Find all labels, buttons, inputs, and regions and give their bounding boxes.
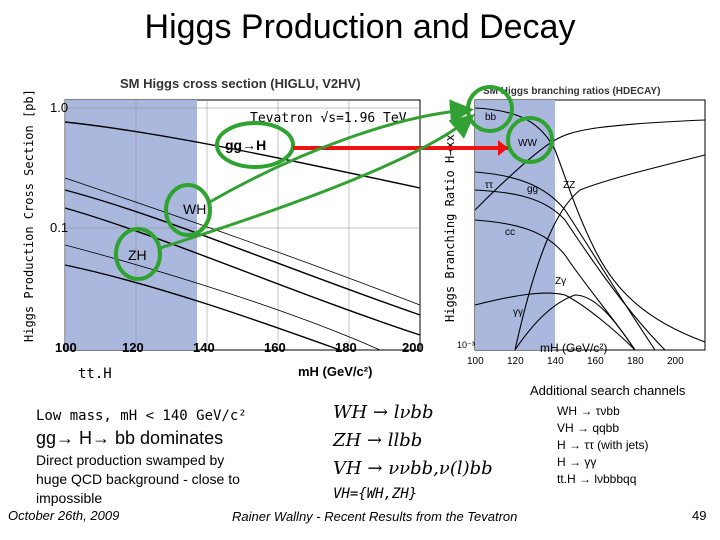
additional-4: H → γγ	[557, 455, 597, 469]
wh-curve	[64, 189, 421, 316]
xtick-180: 180	[335, 340, 357, 355]
circle-ww	[506, 116, 554, 164]
circle-wh	[164, 183, 212, 237]
cross-section-title: SM Higgs cross section (HIGLU, V2HV)	[120, 76, 361, 91]
channel-vh: VH → ννbb,ν(l)bb	[333, 458, 493, 479]
br-label-cc: cc	[505, 227, 515, 238]
circle-gg	[215, 121, 295, 169]
xtick-140: 140	[193, 340, 215, 355]
br-label-gg: gg	[527, 184, 538, 195]
br-label-tautau: ττ	[485, 180, 493, 191]
xtick-200: 200	[402, 340, 424, 355]
ytick-0.1: 0.1	[50, 220, 68, 235]
br-label-ww: WW	[518, 138, 537, 149]
zh-curve	[64, 207, 421, 336]
dominates-line: gg→ H→ bb dominates	[36, 428, 224, 448]
br-label-zgamma: Zγ	[555, 276, 566, 287]
green-arrow-zh	[159, 114, 475, 250]
br-label-bb: bb	[485, 112, 497, 123]
xtick-100: 100	[55, 340, 77, 355]
swamped-line-2: huge QCD background - close to	[36, 471, 240, 487]
swamped-line-1: Direct production swamped by	[36, 452, 225, 468]
slide-title: Higgs Production and Decay	[144, 8, 576, 46]
br-xtick-200: 200	[667, 356, 684, 367]
br-xtick-140: 140	[547, 356, 564, 367]
zgamma-curve	[514, 294, 636, 351]
gg-label: gg→H	[225, 137, 266, 153]
br-label-zz: ZZ	[563, 180, 575, 191]
br-label-gammagamma: γγ	[513, 307, 523, 318]
low-mass-line: Low mass, mH < 140 GeV/c²	[36, 408, 247, 424]
cross-section-xlabel: mH (GeV/c²)	[298, 364, 372, 379]
swamped-line-3: impossible	[36, 490, 103, 506]
zh-label: ZH	[128, 247, 147, 263]
br-xtick-180: 180	[627, 356, 644, 367]
channel-wh: WH → lνbb	[333, 402, 434, 423]
vh-note: VH={WH,ZH}	[333, 486, 418, 502]
additional-title: Additional search channels	[530, 383, 686, 398]
cross-section-plot: SM Higgs cross section (HIGLU, V2HV) 1.0…	[50, 76, 424, 379]
branching-plot: SM Higgs branching ratios (HDECAY) bb WW…	[457, 86, 706, 367]
br-xtick-100: 100	[467, 356, 484, 367]
xtick-160: 160	[264, 340, 286, 355]
br-low-mass-band	[475, 100, 555, 350]
circle-bb	[466, 85, 514, 133]
gammagamma-curve	[474, 292, 636, 351]
ww-curve	[474, 119, 706, 211]
br-ytick: 10⁻³	[457, 340, 475, 350]
xtick-120: 120	[122, 340, 144, 355]
branching-title: SM Higgs branching ratios (HDECAY)	[483, 86, 660, 97]
footer-center: Rainer Wallny - Recent Results from the …	[232, 509, 518, 524]
additional-2: VH → qqbb	[557, 421, 620, 435]
wh-label: WH	[183, 201, 206, 217]
br-xtick-120: 120	[507, 356, 524, 367]
green-arrow-wh	[207, 99, 474, 205]
channel-zh: ZH → llbb	[333, 430, 423, 451]
additional-3: H → ττ (with jets)	[557, 438, 649, 452]
page-number: 49	[692, 508, 707, 523]
additional-1: WH → τνbb	[557, 404, 620, 418]
circle-zh	[114, 227, 162, 281]
tth-curve	[64, 264, 341, 351]
ytick-1: 1.0	[50, 100, 68, 115]
gg-curve	[64, 121, 421, 189]
branching-xlabel: mH (GeV/c²)	[540, 341, 607, 355]
footer-date: October 26th, 2009	[8, 508, 120, 523]
tth-label: tt.H	[78, 366, 112, 382]
additional-5: tt.H → lνbbbqq	[557, 472, 637, 486]
energy-label: Tevatron √s=1.96 TeV	[250, 111, 407, 126]
zz-curve	[514, 154, 706, 351]
br-xtick-160: 160	[587, 356, 604, 367]
gg-br-curve	[474, 189, 666, 351]
